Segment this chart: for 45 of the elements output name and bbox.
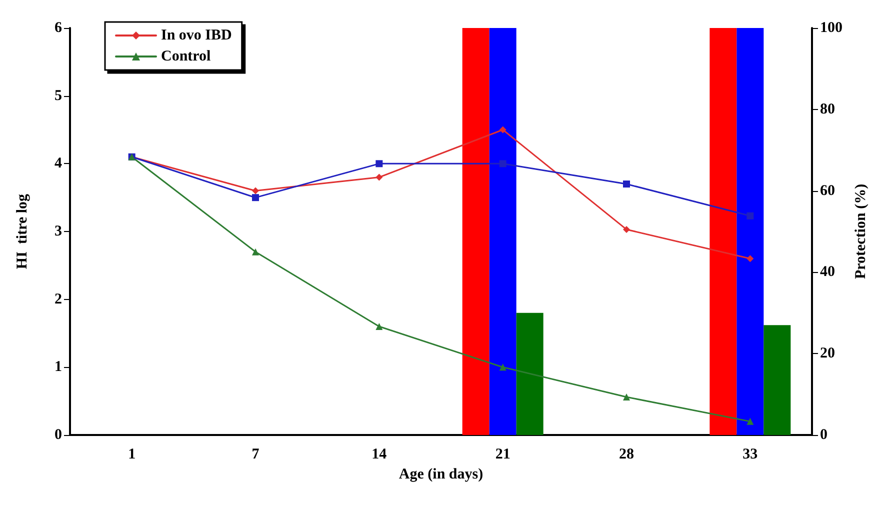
point: [746, 212, 754, 220]
y-tick-label: 5: [54, 88, 62, 104]
x-axis-title: Age (in days): [398, 466, 484, 482]
y-tick-label: 0: [54, 427, 62, 443]
point: [746, 255, 754, 262]
y-tick-label: 2: [54, 291, 62, 308]
bar: [489, 28, 516, 435]
point: [623, 394, 630, 401]
y2-tick-label: 80: [820, 101, 835, 118]
x-tick-label: 7: [252, 446, 260, 462]
y-tick-label: 6: [54, 20, 62, 36]
y-tick-label: 1: [54, 359, 62, 376]
point: [252, 187, 259, 194]
bar: [462, 28, 490, 435]
y2-tick-label: 100: [820, 20, 842, 36]
y2-tick-label: 20: [820, 346, 835, 362]
x-tick-label: 1: [128, 446, 136, 462]
y-tick-label: 3: [54, 224, 62, 240]
point: [252, 194, 259, 202]
point: [499, 126, 506, 134]
y2-tick-label: 40: [820, 264, 835, 280]
y-tick-label: 4: [54, 156, 62, 172]
point: [623, 226, 630, 233]
point: [499, 364, 506, 371]
point: [499, 160, 506, 168]
bar: [764, 325, 791, 435]
point: [376, 160, 383, 168]
y2-axis-title: Protection (%): [852, 184, 869, 280]
bar: [516, 312, 544, 435]
bar: [710, 28, 737, 435]
x-tick-label: 28: [619, 446, 634, 462]
point: [252, 248, 259, 256]
bar: [736, 28, 764, 435]
legend-label: In ovo IBD: [161, 28, 232, 44]
x-tick-label: 33: [742, 446, 758, 462]
y-axis-title: HI titre log: [14, 193, 30, 270]
point: [376, 322, 383, 330]
x-tick-label: 21: [495, 446, 510, 462]
point: [746, 418, 754, 425]
point: [623, 180, 630, 188]
x-tick-label: 14: [372, 446, 388, 462]
y2-tick-label: 0: [820, 427, 828, 443]
point: [376, 174, 383, 181]
legend-label: Control: [161, 48, 211, 64]
y2-tick-label: 60: [820, 182, 835, 199]
